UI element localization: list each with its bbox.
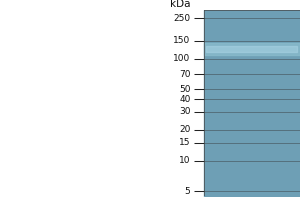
Text: 10: 10 xyxy=(179,156,190,165)
Text: 15: 15 xyxy=(179,138,190,147)
Text: 150: 150 xyxy=(173,36,190,45)
Text: 70: 70 xyxy=(179,70,190,79)
Text: 5: 5 xyxy=(185,187,191,196)
Text: 20: 20 xyxy=(179,125,190,134)
Text: 100: 100 xyxy=(173,54,190,63)
Text: 50: 50 xyxy=(179,85,190,94)
Text: 30: 30 xyxy=(179,107,190,116)
Text: 40: 40 xyxy=(179,95,190,104)
Text: 250: 250 xyxy=(173,14,190,23)
Text: kDa: kDa xyxy=(170,0,190,9)
